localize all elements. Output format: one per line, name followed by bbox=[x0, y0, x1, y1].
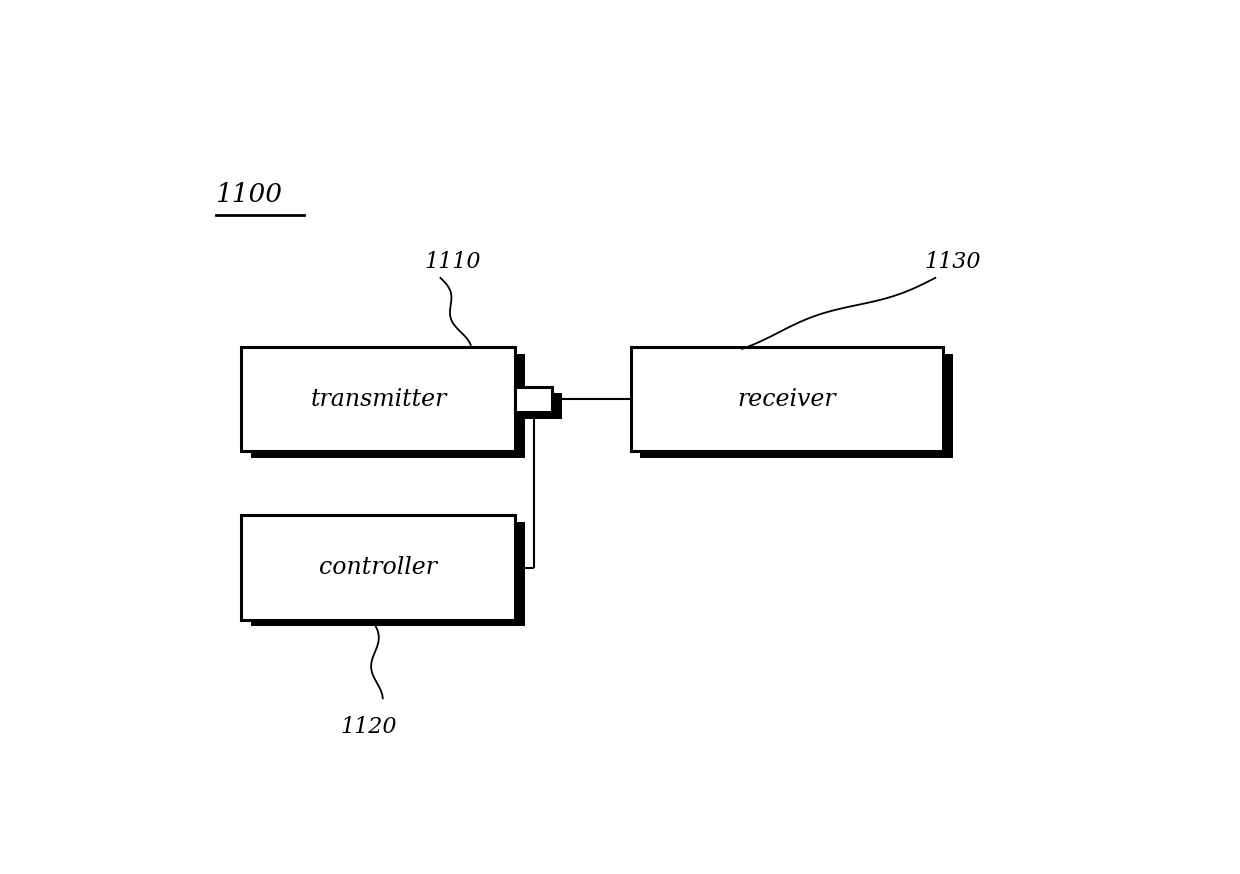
Bar bbox=[631, 347, 942, 452]
Bar bbox=[250, 522, 525, 627]
Text: transmitter: transmitter bbox=[310, 388, 446, 411]
Bar bbox=[242, 516, 516, 620]
Text: 1100: 1100 bbox=[216, 183, 283, 207]
Text: receiver: receiver bbox=[738, 388, 836, 411]
Bar bbox=[525, 393, 562, 419]
Bar bbox=[516, 386, 552, 413]
Text: 1130: 1130 bbox=[924, 251, 981, 273]
Text: 1120: 1120 bbox=[340, 716, 397, 738]
Bar bbox=[640, 354, 952, 458]
Text: controller: controller bbox=[320, 556, 438, 579]
Bar bbox=[250, 354, 525, 458]
Bar bbox=[242, 347, 516, 452]
Text: 1110: 1110 bbox=[424, 251, 481, 273]
